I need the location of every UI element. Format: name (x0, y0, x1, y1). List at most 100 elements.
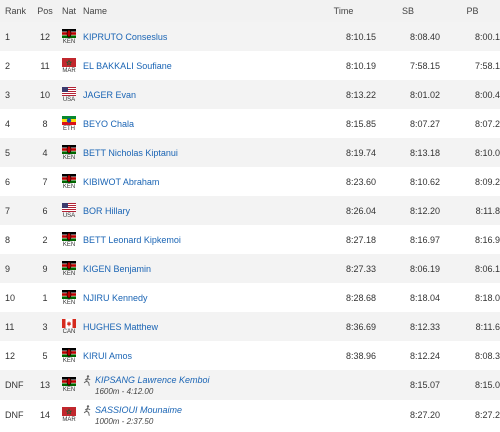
table-row: 1 12 KEN KIPRUTO Conseslus 8:10.15 8:08.40 8:0… (0, 22, 500, 51)
time-cell (311, 400, 376, 430)
header-name[interactable]: Name (83, 0, 311, 22)
flag-ken-icon (62, 28, 76, 38)
sb-cell: 8:27.20 (376, 400, 440, 430)
rank-cell: 12 (0, 341, 35, 370)
athlete-name-link[interactable]: BEYO Chala (83, 118, 135, 129)
name-cell: BETT Nicholas Kiptanui (83, 138, 311, 167)
flag-mar-icon (62, 407, 76, 416)
flag-ken-icon (62, 347, 76, 357)
sb-cell: 8:10.62 (376, 167, 440, 196)
pb-cell: 8:08.37 (440, 341, 500, 370)
name-cell: EL BAKKALI Soufiane (83, 51, 311, 80)
athlete-name-link[interactable]: BETT Leonard Kipkemoi (83, 234, 181, 245)
time-cell: 8:36.69 (311, 312, 376, 341)
table-row: 76 USA BOR Hillary 8:26.048:12.208:11.82 (0, 196, 500, 225)
time-cell: 8:13.22 (311, 80, 376, 109)
pb-cell: 8:10.07 (440, 138, 500, 167)
flag-ken-icon (62, 173, 76, 183)
nat-cell: KEN (55, 254, 83, 283)
country-code: KEN (62, 270, 76, 277)
athlete-name-link[interactable]: KIBIWOT Abraham (83, 176, 160, 187)
name-cell: HUGHES Matthew (83, 312, 311, 341)
athlete-name-link[interactable]: KIRUI Amos (83, 350, 133, 361)
pb-cell: 8:16.97 (440, 225, 500, 254)
rank-cell: 1 (0, 22, 35, 51)
sb-cell: 8:01.02 (376, 80, 440, 109)
athlete-name-link[interactable]: KIGEN Benjamin (83, 263, 152, 274)
pb-cell: 8:00.45 (440, 80, 500, 109)
table-row: 5 4 KEN BETT Nicholas Kiptanui 8:19.74 8:13.1… (0, 138, 500, 167)
name-cell: BOR Hillary (83, 196, 311, 225)
position-cell: 10 (35, 80, 55, 109)
country-code: KEN (62, 387, 76, 393)
table-row: 8 2 KEN BETT Leonard Kipkemoi 8:27.18 8:16.97… (0, 225, 500, 254)
nat-cell: USA (55, 196, 83, 225)
flag-ken-icon (62, 231, 76, 241)
name-cell: BEYO Chala (83, 109, 311, 138)
time-cell: 8:19.74 (311, 138, 376, 167)
sb-cell: 8:12.33 (376, 312, 440, 341)
flag-eth-icon (62, 115, 76, 125)
name-cell: NJIRU Kennedy (83, 283, 311, 312)
name-cell: KIPSANG Lawrence Kemboi 1600m - 4:12.00 (83, 370, 311, 400)
nat-cell: MAR (55, 51, 83, 80)
country-code: KEN (62, 299, 76, 306)
position-cell: 11 (35, 51, 55, 80)
sb-cell: 8:13.18 (376, 138, 440, 167)
name-cell: SASSIOUI Mounaime 1000m - 2:37.50 (83, 400, 311, 430)
country-code: USA (62, 212, 76, 219)
rank-cell: 2 (0, 51, 35, 80)
athlete-name-link[interactable]: EL BAKKALI Soufiane (83, 60, 172, 71)
sb-cell: 8:08.40 (376, 22, 440, 51)
sb-cell: 7:58.15 (376, 51, 440, 80)
header-nat[interactable]: Nat (55, 0, 83, 22)
flag-ken-icon (62, 377, 76, 386)
name-cell: JAGER Evan (83, 80, 311, 109)
pb-cell: 7:58.15 (440, 51, 500, 80)
table-row: 6 7 KEN KIBIWOT Abraham 8:23.60 8:10.62 8:09.2… (0, 167, 500, 196)
header-sb[interactable]: SB (376, 0, 440, 22)
position-cell: 5 (35, 341, 55, 370)
country-code: KEN (62, 357, 76, 364)
sb-cell: 8:16.97 (376, 225, 440, 254)
athlete-name-link[interactable]: NJIRU Kennedy (83, 292, 148, 303)
nat-cell: USA (55, 80, 83, 109)
time-cell: 8:38.96 (311, 341, 376, 370)
time-cell: 8:27.33 (311, 254, 376, 283)
rank-cell: 11 (0, 312, 35, 341)
nat-cell: CAN (55, 312, 83, 341)
rank-cell: 3 (0, 80, 35, 109)
position-cell: 9 (35, 254, 55, 283)
time-cell: 8:10.19 (311, 51, 376, 80)
nat-cell: KEN (55, 225, 83, 254)
header-pb[interactable]: PB (440, 0, 500, 22)
position-cell: 3 (35, 312, 55, 341)
name-cell: KIGEN Benjamin (83, 254, 311, 283)
rank-cell: DNF (0, 400, 35, 430)
name-cell: BETT Leonard Kipkemoi (83, 225, 311, 254)
athlete-name-link[interactable]: BOR Hillary (83, 205, 131, 216)
header-pos[interactable]: Pos (35, 0, 55, 22)
header-rank[interactable]: Rank (0, 0, 35, 22)
dnf-split-note: 1600m - 4:12.00 (95, 386, 154, 396)
country-code: MAR (62, 67, 76, 74)
time-cell: 8:23.60 (311, 167, 376, 196)
flag-usa-icon (62, 86, 76, 96)
country-code: USA (62, 96, 76, 103)
table-row: 125 KEN KIRUI Amos 8:38.968:12.248:08.37 (0, 341, 500, 370)
athlete-name-link[interactable]: SASSIOUI Mounaime (95, 404, 183, 415)
sb-cell: 8:18.04 (376, 283, 440, 312)
time-cell: 8:26.04 (311, 196, 376, 225)
athlete-name-link[interactable]: HUGHES Matthew (83, 321, 159, 332)
position-cell: 12 (35, 22, 55, 51)
sb-cell: 8:06.19 (376, 254, 440, 283)
athlete-name-link[interactable]: KIPSANG Lawrence Kemboi (95, 374, 210, 385)
athlete-name-link[interactable]: JAGER Evan (83, 89, 137, 100)
header-time[interactable]: Time (311, 0, 376, 22)
athlete-name-link[interactable]: KIPRUTO Conseslus (83, 31, 168, 42)
athlete-name-link[interactable]: BETT Nicholas Kiptanui (83, 147, 178, 158)
time-cell: 8:27.18 (311, 225, 376, 254)
runner-icon (83, 404, 95, 418)
